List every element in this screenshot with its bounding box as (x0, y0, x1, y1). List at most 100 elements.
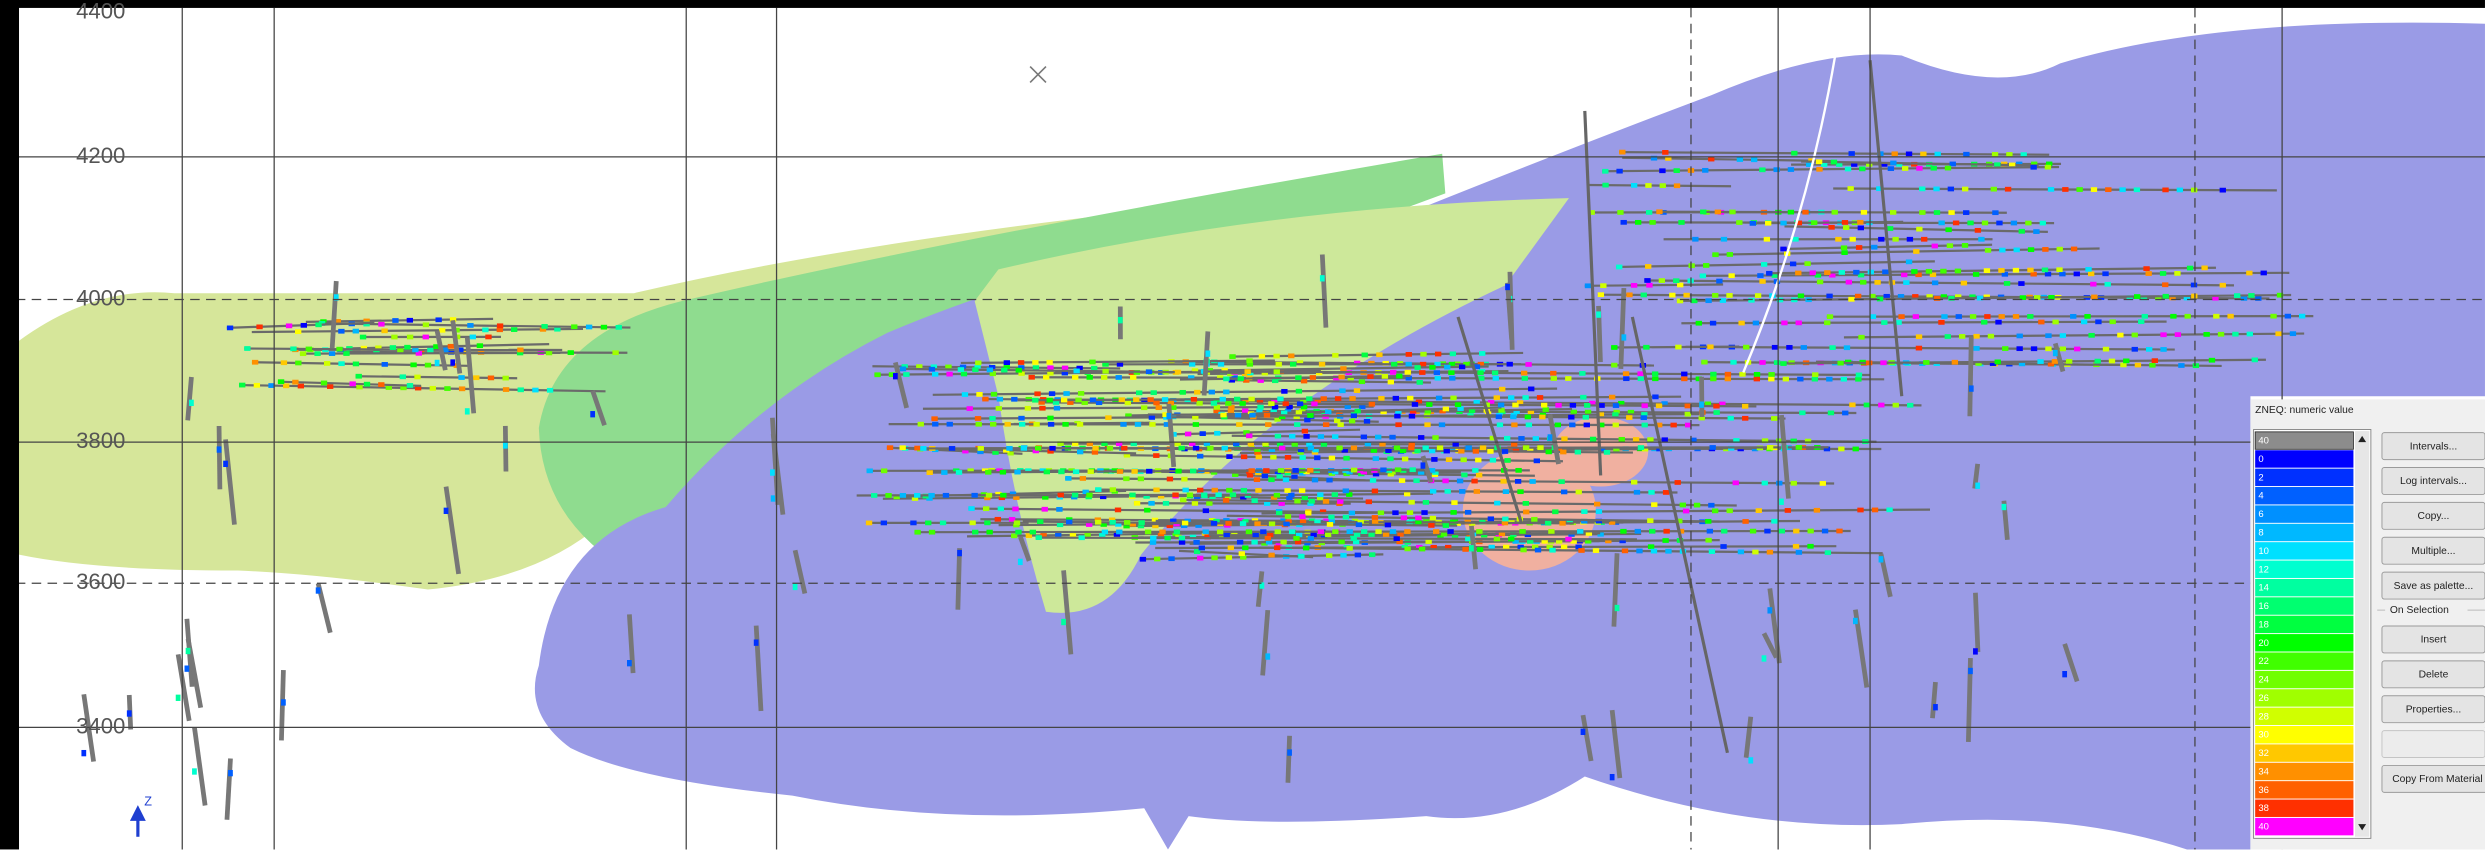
assay-interval (1363, 418, 1371, 424)
legend-swatch[interactable] (2255, 689, 2354, 707)
assay-interval (1790, 438, 1797, 444)
assay-interval (585, 324, 593, 330)
legend-swatch[interactable] (2254, 431, 2354, 450)
assay-interval (1099, 532, 1106, 538)
assay-interval (1397, 531, 1404, 537)
assay-interval (2141, 313, 2148, 319)
assay-interval (1389, 469, 1396, 475)
assay-interval (1511, 442, 1518, 447)
legend-swatch[interactable] (2255, 670, 2354, 689)
assay-interval (1024, 405, 1032, 411)
assay-interval (1721, 528, 1728, 534)
legend-swatch[interactable] (2255, 487, 2354, 505)
assay-interval (1157, 493, 1165, 499)
assay-interval (1597, 292, 1605, 298)
assay-interval (1710, 376, 1717, 382)
legend-swatch[interactable] (2255, 707, 2354, 726)
drillhole (590, 390, 607, 427)
legend-swatch[interactable] (2255, 523, 2354, 542)
legend-swatch[interactable] (2255, 597, 2354, 615)
assay-interval (1598, 403, 1605, 408)
legend-swatch[interactable] (2255, 615, 2354, 634)
assay-interval (1807, 528, 1814, 534)
assay-interval (2052, 319, 2059, 325)
assay-interval (1612, 422, 1619, 428)
assay-interval (427, 347, 434, 353)
assay-interval (1583, 422, 1590, 428)
assay-interval (1123, 520, 1131, 525)
assay-interval (2013, 247, 2020, 253)
assay-interval (1901, 166, 1909, 171)
legend-swatch[interactable] (2255, 560, 2354, 578)
drillhole (329, 280, 339, 349)
assay-interval (328, 351, 336, 356)
assay-interval (1348, 510, 1356, 516)
assay-interval (1701, 359, 1708, 365)
assay-interval (1855, 372, 1863, 378)
legend-swatch[interactable] (2255, 450, 2354, 468)
assay-interval (406, 383, 414, 388)
assay-interval (1555, 447, 1563, 453)
assay-interval (1895, 320, 1902, 325)
scrollbar[interactable] (2355, 431, 2370, 837)
legend-swatch[interactable] (2255, 725, 2354, 744)
assay-interval (1556, 538, 1563, 544)
legend-swatch[interactable] (2255, 542, 2354, 560)
assay-interval (1973, 333, 1980, 339)
assay-interval (1614, 604, 1620, 612)
assay-interval (1223, 389, 1230, 395)
assay-interval (1612, 403, 1620, 408)
assay-interval (1271, 404, 1279, 410)
assay-interval (1859, 166, 1866, 172)
assay-interval (1262, 441, 1269, 447)
assay-interval (1568, 414, 1575, 420)
legend-swatch[interactable] (2255, 652, 2354, 670)
legend-swatch[interactable] (2255, 781, 2354, 799)
assay-interval (1503, 435, 1511, 441)
assay-interval (1471, 478, 1478, 484)
assay-interval (1961, 186, 1969, 192)
assay-interval (1189, 468, 1197, 474)
assay-interval (1835, 236, 1842, 242)
assay-interval (1062, 421, 1069, 427)
assay-interval (1106, 445, 1114, 451)
assay-interval (1580, 394, 1587, 400)
legend-swatch[interactable] (2255, 817, 2354, 836)
assay-interval (1324, 532, 1332, 538)
assay-interval (1007, 450, 1014, 456)
assay-interval (1276, 474, 1283, 479)
legend-swatch[interactable] (2255, 578, 2354, 597)
assay-interval (1691, 298, 1698, 304)
drillhole (1226, 514, 1720, 523)
assay-interval (1779, 498, 1784, 505)
legend-swatch[interactable] (2255, 505, 2354, 523)
assay-interval (926, 495, 933, 501)
assay-interval (997, 506, 1004, 512)
assay-interval (1669, 292, 1676, 298)
assay-interval (404, 344, 411, 350)
assay-interval (1760, 262, 1768, 267)
assay-interval (1332, 434, 1339, 440)
assay-interval (2062, 187, 2069, 192)
assay-interval (1240, 454, 1248, 460)
legend-swatch[interactable] (2255, 468, 2354, 487)
assay-interval (893, 494, 900, 500)
assay-interval (1724, 371, 1732, 377)
assay-interval (1189, 441, 1196, 447)
legend-swatch[interactable] (2255, 744, 2354, 762)
button[interactable] (2381, 764, 2485, 793)
assay-interval (1640, 292, 1647, 298)
button-label: Copy... (2418, 511, 2450, 522)
assay-interval (974, 364, 981, 370)
legend-swatch[interactable] (2255, 799, 2354, 817)
drillhole (1749, 220, 1904, 225)
legend-swatch[interactable] (2255, 634, 2354, 652)
assay-interval (2203, 332, 2210, 337)
drillhole (1061, 570, 1074, 655)
assay-interval (1806, 162, 1813, 167)
assay-interval (928, 529, 936, 535)
assay-interval (1809, 270, 1816, 276)
assay-interval (2134, 362, 2142, 368)
assay-interval (1281, 410, 1288, 416)
legend-swatch[interactable] (2255, 762, 2354, 781)
